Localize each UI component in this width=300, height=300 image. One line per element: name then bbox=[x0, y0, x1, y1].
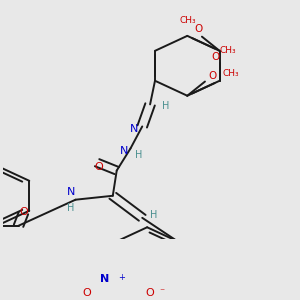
Text: O: O bbox=[83, 288, 92, 298]
Text: H: H bbox=[150, 210, 158, 220]
Text: H: H bbox=[67, 202, 74, 213]
Text: N: N bbox=[119, 146, 128, 156]
Text: O: O bbox=[19, 206, 28, 217]
Text: N: N bbox=[100, 274, 110, 284]
Text: CH₃: CH₃ bbox=[219, 46, 236, 55]
Text: O: O bbox=[95, 162, 103, 172]
Text: N: N bbox=[130, 124, 139, 134]
Text: O: O bbox=[146, 288, 154, 298]
Text: H: H bbox=[135, 150, 142, 160]
Text: +: + bbox=[118, 273, 125, 282]
Text: O: O bbox=[194, 24, 202, 34]
Text: CH₃: CH₃ bbox=[222, 69, 239, 78]
Text: ⁻: ⁻ bbox=[159, 287, 164, 297]
Text: N: N bbox=[66, 187, 75, 197]
Text: CH₃: CH₃ bbox=[180, 16, 196, 26]
Text: O: O bbox=[209, 71, 217, 81]
Text: H: H bbox=[162, 101, 169, 111]
Text: O: O bbox=[212, 52, 220, 62]
